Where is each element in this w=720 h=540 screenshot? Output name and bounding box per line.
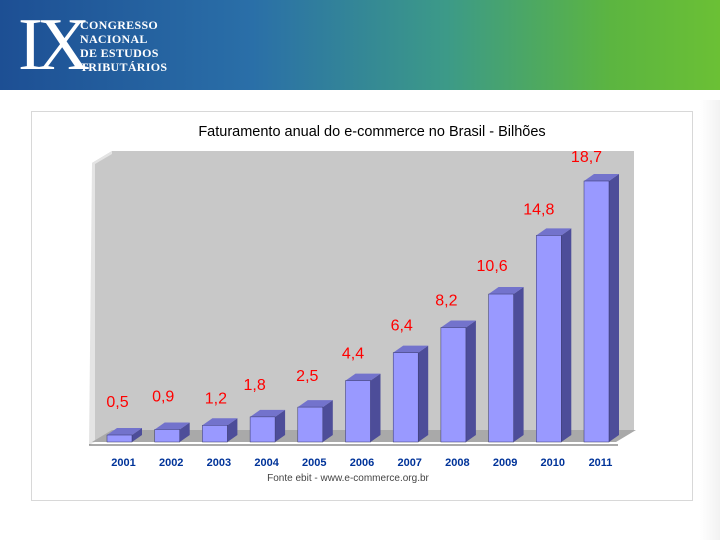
data-label: 4,4 [342, 346, 364, 363]
bar [297, 400, 333, 443]
bar-top [345, 373, 381, 381]
bar-front [202, 425, 228, 443]
chart-title: Faturamento anual do e-commerce no Brasi… [198, 124, 545, 140]
bar-top [584, 174, 619, 181]
x-tick-label: 2011 [589, 457, 613, 469]
bar-front [440, 327, 467, 443]
bar [488, 287, 524, 443]
data-label: 0,5 [106, 394, 128, 411]
bar-front [154, 429, 180, 443]
bar-top [440, 320, 476, 328]
logo-line: DE ESTUDOS [80, 46, 159, 60]
x-tick-label: 2006 [350, 457, 374, 469]
bars-group [106, 174, 619, 443]
bar-top [393, 345, 429, 353]
bar-side [275, 409, 286, 442]
bar [202, 418, 238, 443]
logo-line: TRIBUTÁRIOS [80, 60, 168, 74]
data-label: 18,7 [571, 149, 602, 166]
bar-side [465, 320, 476, 442]
x-tick-label: 2001 [111, 457, 135, 469]
bar-front [249, 416, 276, 443]
data-label: 1,8 [243, 377, 265, 394]
x-tick-label: 2003 [207, 457, 231, 469]
data-label: 6,4 [391, 318, 413, 335]
logo-line: CONGRESSO [80, 18, 159, 32]
data-label: 2,5 [296, 368, 318, 385]
bar-top [250, 409, 286, 417]
bar [249, 409, 286, 443]
bar [106, 428, 142, 443]
bar-side [609, 174, 619, 442]
bar-front [392, 352, 419, 443]
bar [392, 345, 429, 443]
chart-wall-edge [89, 151, 112, 445]
conference-banner: IX CONGRESSO NACIONAL DE ESTUDOS TRIBUTÁ… [0, 0, 720, 90]
x-tick-label: 2004 [254, 457, 279, 469]
bar-side [561, 228, 572, 442]
slide-edge-shade [700, 100, 720, 540]
x-tick-label: 2007 [397, 457, 421, 469]
bar-side [227, 418, 238, 442]
bar-top [297, 400, 333, 408]
bar [583, 174, 619, 443]
revenue-bar-chart: Faturamento anual do e-commerce no Brasi… [89, 124, 636, 484]
bar-front [106, 434, 133, 443]
bar [345, 373, 381, 443]
bar-top [536, 228, 572, 236]
data-label: 14,8 [523, 201, 554, 218]
bar [154, 422, 190, 443]
bar-top [202, 418, 238, 426]
bar-front [583, 180, 610, 443]
data-label: 8,2 [435, 293, 457, 310]
chart-panel: Faturamento anual do e-commerce no Brasi… [31, 111, 693, 501]
bar-top [154, 422, 190, 430]
bar-side [370, 373, 381, 442]
bar-front [297, 406, 324, 443]
bar-front [536, 235, 562, 443]
x-tick-label: 2010 [541, 457, 565, 469]
bar-top [488, 287, 524, 295]
logo-line: NACIONAL [80, 32, 148, 46]
bar [536, 228, 572, 443]
data-label: 10,6 [477, 258, 508, 275]
bar-front [488, 293, 514, 443]
x-tick-label: 2009 [493, 457, 517, 469]
x-tick-label: 2008 [445, 457, 469, 469]
bar-side [132, 428, 142, 442]
x-tick-label: 2005 [302, 457, 326, 469]
bar-side [418, 345, 429, 442]
bar-side [322, 400, 333, 442]
chart-source: Fonte ebit - www.e-commerce.org.br [267, 473, 429, 484]
bar-top [107, 428, 142, 436]
data-label: 0,9 [152, 388, 174, 405]
bar-side [179, 422, 190, 442]
x-tick-labels: 2001 2002 2003 2004 2005 2006 2007 2008 2009 2010… [111, 457, 612, 469]
logo-text: CONGRESSO NACIONAL DE ESTUDOS TRIBUTÁRIO… [80, 18, 167, 74]
bar-front [345, 380, 371, 443]
x-tick-label: 2002 [159, 457, 183, 469]
data-label: 1,2 [205, 390, 227, 407]
bar-side [513, 287, 524, 442]
bar [440, 320, 476, 443]
value-labels: 0,5 0,9 1,2 1,8 2,5 4,4 6,4 8,2 10,6 14,8 18,7 [106, 149, 602, 411]
logo-mark: IX [18, 4, 90, 86]
